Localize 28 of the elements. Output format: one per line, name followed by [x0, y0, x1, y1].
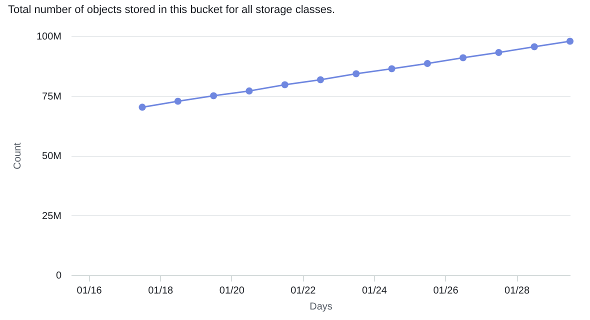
point — [281, 81, 288, 88]
point — [210, 92, 218, 100]
point — [352, 70, 360, 78]
chart-title: Total number of objects stored in this bucket for all storage classes. — [8, 4, 336, 16]
x-tick-label: 01/28 — [504, 286, 530, 296]
y-tick-label: 0 — [56, 270, 62, 282]
point — [424, 60, 431, 68]
point — [174, 98, 182, 105]
point — [566, 38, 574, 45]
x-tick-label: 01/20 — [219, 286, 245, 296]
point — [316, 76, 324, 84]
x-tick-label: 01/22 — [290, 286, 316, 296]
y-axis-title: Count — [12, 142, 24, 170]
x-axis-title: Days — [310, 302, 332, 312]
point — [246, 87, 253, 94]
point — [388, 65, 396, 72]
point — [460, 54, 467, 62]
point — [530, 43, 538, 50]
x-tick-label: 01/24 — [362, 286, 388, 296]
y-tick-label: 75M — [42, 91, 62, 102]
y-tick-label: 50M — [42, 151, 62, 162]
x-tick-label: 01/18 — [148, 286, 174, 296]
y-tick-label: 100M — [36, 32, 62, 42]
point — [495, 48, 502, 56]
point — [138, 104, 146, 111]
x-tick-label: 01/16 — [76, 286, 102, 296]
x-tick-label: 01/26 — [433, 286, 459, 296]
y-tick-label: 25M — [42, 210, 62, 222]
